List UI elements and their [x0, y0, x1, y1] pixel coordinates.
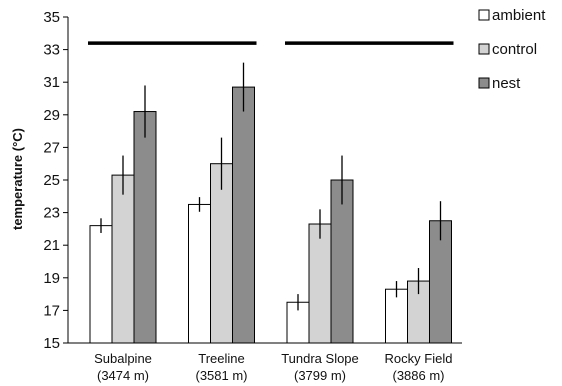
y-tick-label: 31	[43, 74, 60, 91]
category-elevation-label: (3474 m)	[97, 368, 149, 383]
category-elevation-label: (3886 m)	[392, 368, 444, 383]
category-label: Tundra Slope	[281, 351, 359, 366]
category-label: Treeline	[198, 351, 244, 366]
category-label: Subalpine	[94, 351, 152, 366]
legend: ambient control nest	[478, 7, 546, 92]
y-tick-label: 29	[43, 107, 60, 124]
bar-control	[111, 174, 135, 344]
x-axis-category-labels: Subalpine (3474 m) Treeline (3581 m) Tundra …	[94, 351, 452, 383]
category-elevation-label: (3799 m)	[294, 368, 346, 383]
axes	[67, 17, 462, 344]
y-tick-label: 25	[43, 172, 60, 189]
legend-swatch-nest	[478, 77, 490, 89]
y-tick-label: 23	[43, 205, 60, 222]
y-tick-label: 19	[43, 270, 60, 287]
bar-control	[210, 163, 233, 344]
bar-group	[89, 86, 452, 344]
y-tick-label: 33	[43, 42, 60, 59]
error-bar-group	[100, 62, 442, 311]
y-tick-label: 21	[43, 237, 60, 254]
y-tick-label: 27	[43, 139, 60, 156]
y-tick-label: 35	[43, 9, 60, 26]
bar-nest	[232, 86, 255, 344]
y-axis-ticks: 15 17 19 21 23 25 27 29 31 33 35	[43, 9, 68, 352]
category-elevation-label: (3581 m)	[195, 368, 247, 383]
y-axis-title: temperature (°C)	[10, 128, 25, 230]
legend-swatch-control	[478, 43, 490, 55]
y-tick-label: 17	[43, 302, 60, 319]
legend-label-control: control	[492, 41, 537, 58]
legend-swatch-ambient	[478, 9, 490, 21]
legend-label-ambient: ambient	[492, 7, 546, 24]
bar-ambient	[188, 203, 211, 344]
bar-nest	[133, 111, 157, 344]
bar-ambient	[89, 225, 113, 344]
category-label: Rocky Field	[385, 351, 453, 366]
bar-control	[308, 223, 332, 344]
y-tick-label: 15	[43, 335, 60, 352]
legend-label-nest: nest	[492, 75, 521, 92]
